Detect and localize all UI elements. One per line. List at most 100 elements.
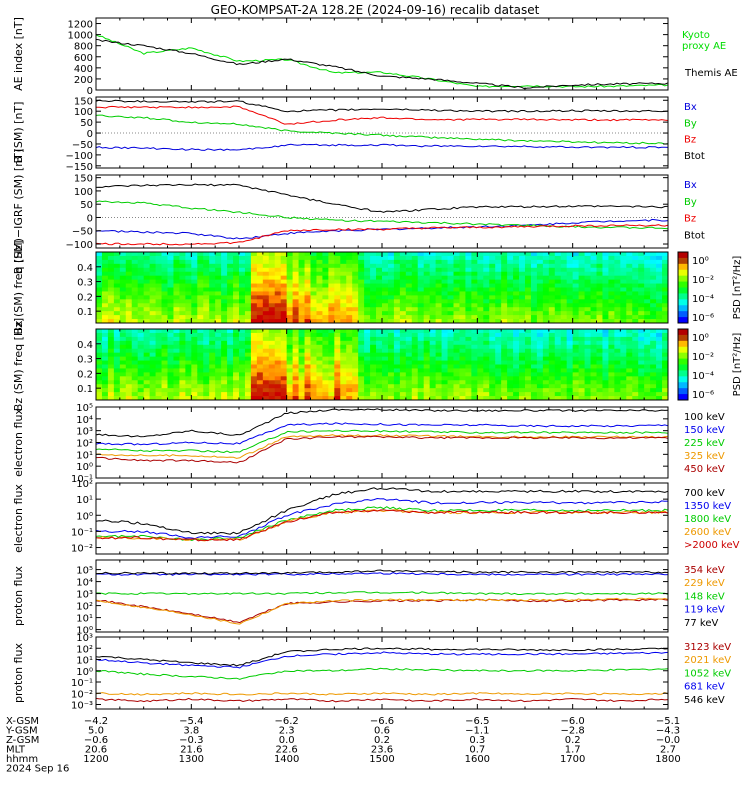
spectrogram-cell — [536, 287, 544, 292]
spectrogram-cell — [107, 329, 115, 334]
spectrogram-cell — [417, 388, 425, 393]
spectrogram-cell — [197, 315, 204, 320]
spectrogram-cell — [423, 368, 431, 373]
spectrogram-cell — [447, 255, 454, 261]
spectrogram-cell — [393, 279, 401, 285]
spectrogram-cell — [382, 329, 389, 334]
spectrogram-cell — [519, 263, 526, 269]
spectrogram-cell — [179, 372, 186, 377]
spectrogram-cell — [191, 271, 198, 277]
spectrogram-cell — [489, 329, 496, 334]
spectrogram-cell — [656, 263, 663, 269]
spectrogram-cell — [191, 392, 198, 397]
spectrogram-cell — [340, 329, 347, 334]
spectrogram-cell — [578, 303, 586, 308]
series-line-themis-ae — [95, 38, 669, 90]
spectrogram-cell — [387, 376, 395, 381]
spectrogram-cell — [280, 360, 288, 365]
spectrogram-cell — [638, 267, 645, 273]
spectrogram-cell — [519, 319, 526, 324]
spectrogram-cell — [292, 348, 300, 354]
spectrogram-cell — [364, 259, 371, 265]
spectrogram-cell — [209, 311, 216, 316]
spectrogram-cell — [346, 291, 353, 296]
spectrogram-cell — [239, 396, 246, 401]
spectrogram-cell — [566, 252, 574, 257]
spectrogram-cell — [346, 348, 353, 354]
spectrogram-cell — [572, 356, 580, 362]
spectrogram-cell — [405, 299, 413, 304]
spectrogram-cell — [268, 287, 276, 292]
spectrogram-cell — [185, 271, 192, 277]
spectrogram-cell — [483, 275, 490, 281]
spectrogram-cell — [137, 376, 145, 381]
spectrogram-cell — [405, 303, 413, 308]
spectrogram-cell — [364, 340, 371, 346]
spectrogram-cell — [352, 332, 359, 338]
legend-entry: Bz — [684, 135, 696, 146]
spectrogram-cell — [209, 376, 216, 381]
spectrogram-cell — [155, 352, 163, 358]
spectrogram-cell — [542, 329, 550, 334]
spectrogram-cell — [501, 396, 508, 401]
spectrogram-cell — [197, 352, 204, 358]
spectrogram-cell — [262, 307, 270, 312]
spectrogram-cell — [119, 303, 127, 308]
spectrogram-cell — [370, 348, 377, 354]
spectrogram-cell — [227, 380, 234, 385]
spectrogram-cell — [453, 348, 460, 354]
spectrogram-cell — [656, 336, 663, 342]
spectrogram-cell — [411, 384, 419, 389]
spectrogram-cell — [334, 287, 341, 292]
spectrogram-cell — [459, 364, 466, 369]
spectrogram-cell — [447, 348, 454, 354]
spectrogram-cell — [513, 380, 520, 385]
spectrogram-cell — [608, 348, 615, 354]
spectrogram-cell — [399, 388, 407, 393]
spectrogram-cell — [244, 259, 252, 265]
spectrogram-cell — [501, 299, 508, 304]
spectrogram-cell — [244, 352, 252, 358]
spectrogram-cell — [280, 311, 288, 316]
spectrogram-cell — [310, 283, 317, 288]
spectrogram-cell — [626, 252, 633, 257]
spectrogram-cell — [548, 307, 556, 312]
spectrogram-cell — [244, 295, 252, 300]
spectrogram-cell — [626, 372, 633, 377]
y-tick-label: 10⁻² — [71, 544, 93, 555]
spectrogram-cell — [101, 287, 109, 292]
spectrogram-cell — [399, 299, 407, 304]
spectrogram-cell — [203, 380, 210, 385]
spectrogram-cell — [304, 299, 311, 304]
spectrogram-cell — [268, 263, 276, 269]
spectrogram-cell — [656, 279, 663, 285]
spectrogram-cell — [215, 279, 222, 285]
spectrogram-cell — [447, 275, 454, 281]
spectrogram-cell — [638, 319, 645, 324]
spectrogram-cell — [161, 368, 168, 373]
spectrogram-cell — [513, 364, 520, 369]
spectrogram-cell — [262, 396, 270, 401]
spectrogram-cell — [495, 348, 502, 354]
spectrogram-cell — [453, 372, 460, 377]
spectrogram-cell — [560, 315, 568, 320]
spectrogram-cell — [280, 295, 288, 300]
spectrogram-cell — [435, 336, 443, 342]
spectrogram-cell — [429, 315, 437, 320]
spectrogram-cell — [525, 252, 532, 257]
spectrogram-cell — [513, 299, 520, 304]
spectrogram-cell — [536, 267, 544, 273]
spectrogram-cell — [101, 380, 109, 385]
spectrogram-cell — [352, 295, 359, 300]
spectrogram-cell — [227, 396, 234, 401]
spectrogram-cell — [560, 279, 568, 285]
spectrogram-cell — [602, 344, 609, 350]
spectrogram-cell — [614, 303, 621, 308]
spectrogram-cell — [286, 392, 294, 397]
spectrogram-cell — [578, 315, 586, 320]
spectrogram-cell — [256, 336, 264, 342]
colorbar-segment — [678, 358, 688, 365]
spectrogram-cell — [161, 340, 168, 346]
spectrogram-cell — [471, 364, 478, 369]
spectrogram-cell — [501, 263, 508, 269]
